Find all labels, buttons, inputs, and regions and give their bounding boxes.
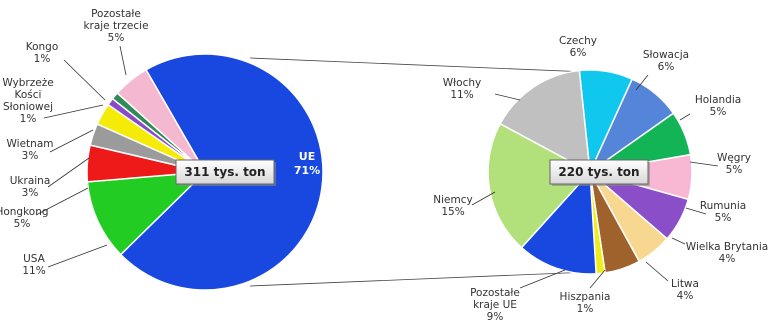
- center-label-0: 311 tys. ton: [184, 165, 265, 179]
- pct-hiszpania: 1%: [577, 303, 594, 315]
- slice-niemcy: [487, 122, 592, 249]
- leader-s-owacja: [635, 74, 649, 91]
- slice-usa: [86, 171, 208, 256]
- label-wielka-brytania: Wielka Brytania: [686, 241, 768, 253]
- label-pozosta-e-kraje-ue-1: kraje UE: [473, 299, 517, 311]
- pct-pozosta-e-kraje-ue: 9%: [487, 311, 504, 322]
- label-niemcy: Niemcy: [433, 194, 472, 206]
- leader-hongkong: [35, 187, 89, 216]
- pct-holandia: 5%: [710, 106, 727, 118]
- label-hongkong: Hongkong: [0, 206, 49, 218]
- leader-holandia: [679, 113, 691, 121]
- secondary-pie: [487, 69, 693, 275]
- leader-kongo: [63, 59, 106, 101]
- label-ue: UE: [299, 150, 315, 163]
- pct-czechy: 6%: [570, 47, 587, 59]
- label-pozosta-e-kraje-trzecie-1: kraje trzecie: [83, 20, 148, 32]
- pct-s-owacja: 6%: [658, 61, 675, 73]
- leader-rumunia: [685, 207, 707, 215]
- pct-pozosta-e-kraje-trzecie: 5%: [108, 32, 125, 44]
- label-usa: USA: [23, 253, 46, 265]
- slice-pozosta-e-kraje-ue: [520, 170, 597, 275]
- label-ukraina: Ukraina: [10, 175, 51, 187]
- pct-wegry: 5%: [726, 164, 743, 176]
- label-holandia: Holandia: [695, 94, 741, 106]
- leader-hiszpania: [589, 269, 606, 289]
- label-hiszpania: Hiszpania: [560, 291, 611, 303]
- label-s-owacja: Słowacja: [643, 49, 689, 61]
- connector-top: [249, 57, 589, 73]
- leader-usa: [47, 244, 108, 268]
- pct-wybrzeze-kosci-s-oniowej: 1%: [20, 113, 37, 125]
- leader-pozosta-e-kraje-ue: [519, 269, 566, 289]
- center-labels: 311 tys. ton 220 tys. ton: [175, 159, 650, 186]
- leader-wielka-brytania: [671, 237, 686, 245]
- label-pozosta-e-kraje-ue: Pozostałe: [470, 287, 520, 299]
- center-box-0: [175, 159, 275, 185]
- pct-hongkong: 5%: [14, 218, 31, 230]
- pct-kongo: 1%: [34, 53, 51, 65]
- center-box-1: [549, 159, 649, 185]
- leader-wybrzeze-kosci-s-oniowej: [43, 104, 104, 119]
- label-w-ochy: Włochy: [443, 77, 481, 89]
- label-wegry: Węgry: [717, 152, 751, 164]
- label-litwa: Litwa: [671, 278, 699, 290]
- label-kongo: Kongo: [26, 41, 59, 53]
- leader-wietnam: [49, 129, 94, 153]
- slice-labels: UE71%USA11%Hongkong5%Ukraina3%Wietnam3%W…: [0, 8, 768, 322]
- label-czechy: Czechy: [559, 35, 597, 47]
- pct-ue: 71%: [294, 164, 320, 177]
- label-wybrzeze-kosci-s-oniowej: Wybrzeże: [2, 77, 53, 89]
- connector-lines: [249, 57, 591, 287]
- leader-niemcy: [471, 191, 496, 206]
- leader-wegry: [689, 161, 719, 167]
- label-wybrzeze-kosci-s-oniowej-2: Słoniowej: [3, 101, 53, 113]
- slice-w-ochy: [499, 69, 591, 174]
- label-wietnam: Wietnam: [7, 138, 54, 150]
- label-rumunia: Rumunia: [700, 200, 746, 212]
- pct-rumunia: 5%: [715, 212, 732, 224]
- pct-w-ochy: 11%: [450, 89, 473, 101]
- leader-w-ochy: [494, 93, 521, 101]
- pct-litwa: 4%: [677, 290, 694, 302]
- label-wybrzeze-kosci-s-oniowej-1: Kości: [15, 89, 42, 101]
- connector-bottom: [249, 271, 591, 287]
- leader-ukraina: [47, 157, 90, 188]
- label-pozosta-e-kraje-trzecie: Pozostałe: [91, 8, 141, 20]
- pct-wielka-brytania: 4%: [719, 253, 736, 265]
- leader-pozosta-e-kraje-trzecie: [119, 45, 127, 76]
- pct-usa: 11%: [22, 265, 45, 277]
- pct-niemcy: 15%: [441, 206, 464, 218]
- center-label-1: 220 tys. ton: [558, 165, 639, 179]
- pct-wietnam: 3%: [22, 150, 39, 162]
- leader-litwa: [645, 261, 669, 282]
- pct-ukraina: 3%: [22, 187, 39, 199]
- slice-pozosta-e-kraje-trzecie: [116, 68, 206, 173]
